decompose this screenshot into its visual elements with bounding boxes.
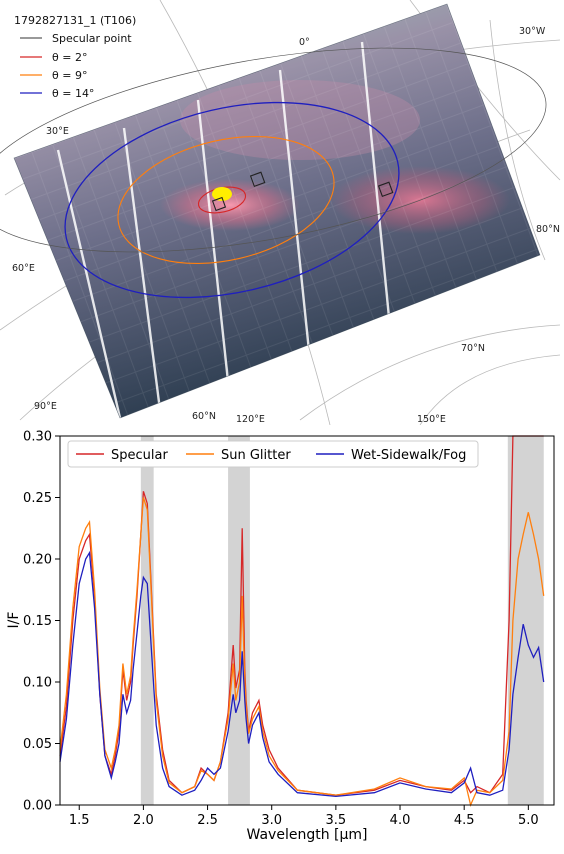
- shaded-bands: [140, 436, 544, 805]
- x-tick-label: 5.0: [518, 813, 539, 828]
- graticule-label: 120°E: [236, 414, 265, 425]
- map-title: 1792827131_1 (T106): [14, 14, 136, 27]
- absorption-band: [140, 436, 154, 805]
- x-tick-label: 3.5: [326, 813, 347, 828]
- series-line-wet-sidewalk-fog: [59, 550, 545, 798]
- theta-14-ellipse: [64, 101, 400, 299]
- y-tick-label: 0.10: [23, 676, 52, 691]
- graticule-label: 60°E: [12, 263, 35, 274]
- axis-ticks: 1.5 2.0 2.5 3.0 3.5 4.0 4.5 5.0 0.00 0.05 0.10 0.15…: [23, 430, 539, 829]
- legend-label: θ = 14°: [52, 87, 94, 100]
- x-tick-label: 4.5: [454, 813, 475, 828]
- y-tick-label: 0.00: [23, 799, 52, 814]
- legend-label: θ = 9°: [52, 69, 87, 82]
- y-tick-label: 0.25: [23, 491, 52, 506]
- graticule-label: 90°E: [34, 401, 57, 412]
- legend-label-sun-glitter: Sun Glitter: [221, 448, 291, 463]
- specular-point-track: [0, 47, 547, 253]
- spectrum-panel: 1.5 2.0 2.5 3.0 3.5 4.0 4.5 5.0 0.00 0.05 0.10 0.15…: [0, 425, 564, 850]
- footprints: [0, 47, 547, 299]
- legend-box: [67, 440, 479, 468]
- legend-label: Specular point: [52, 32, 132, 45]
- y-tick-label: 0.15: [23, 614, 52, 629]
- roi-box: [211, 196, 227, 212]
- x-tick-label: 2.0: [133, 813, 154, 828]
- chart-legend: Specular Sun Glitter Wet-Sidewalk/Fog: [67, 440, 479, 468]
- y-tick-label: 0.30: [23, 430, 52, 445]
- map-legend: Specular point θ = 2° θ = 9° θ = 14°: [20, 32, 132, 100]
- series-line-specular: [59, 435, 544, 796]
- legend-label: θ = 2°: [52, 51, 87, 64]
- y-axis-label: I/F: [6, 612, 22, 629]
- graticule-label: 30°E: [46, 126, 69, 137]
- graticule-label: 150°E: [417, 414, 446, 425]
- legend-label-specular: Specular: [111, 448, 168, 463]
- map-figure: 0° 30°W 30°E 80°N 60°E 70°N 90°E 60°N 12…: [0, 0, 561, 426]
- graticule-label: 80°N: [536, 224, 560, 235]
- image-cube: [14, 4, 540, 418]
- roi-box: [377, 181, 394, 198]
- graticule-label: 70°N: [461, 343, 485, 354]
- graticule-label: 30°W: [519, 26, 546, 37]
- specular-point-marker: [212, 187, 232, 201]
- theta-9-ellipse: [117, 135, 335, 265]
- graticule-label: 60°N: [192, 411, 216, 422]
- x-tick-label: 3.0: [261, 813, 282, 828]
- y-tick-label: 0.05: [23, 737, 52, 752]
- graticule-labels: 0° 30°W 30°E 80°N 60°E 70°N 90°E 60°N 12…: [12, 26, 560, 425]
- y-tick-label: 0.20: [23, 553, 52, 568]
- legend-label-wet-sidewalk: Wet-Sidewalk/Fog: [351, 448, 466, 463]
- series-lines: [59, 435, 545, 808]
- x-axis-label: Wavelength [μm]: [247, 827, 368, 843]
- absorption-band: [228, 436, 250, 805]
- map-panel: 0° 30°W 30°E 80°N 60°E 70°N 90°E 60°N 12…: [0, 0, 564, 426]
- x-tick-label: 1.5: [69, 813, 90, 828]
- graticule-label: 0°: [299, 37, 310, 48]
- spectrum-chart: 1.5 2.0 2.5 3.0 3.5 4.0 4.5 5.0 0.00 0.05 0.10 0.15…: [6, 430, 555, 843]
- roi-box: [249, 171, 266, 188]
- x-tick-label: 2.5: [197, 813, 218, 828]
- x-tick-label: 4.0: [390, 813, 411, 828]
- series-line-sun-glitter: [59, 497, 545, 808]
- absorption-band: [507, 436, 544, 805]
